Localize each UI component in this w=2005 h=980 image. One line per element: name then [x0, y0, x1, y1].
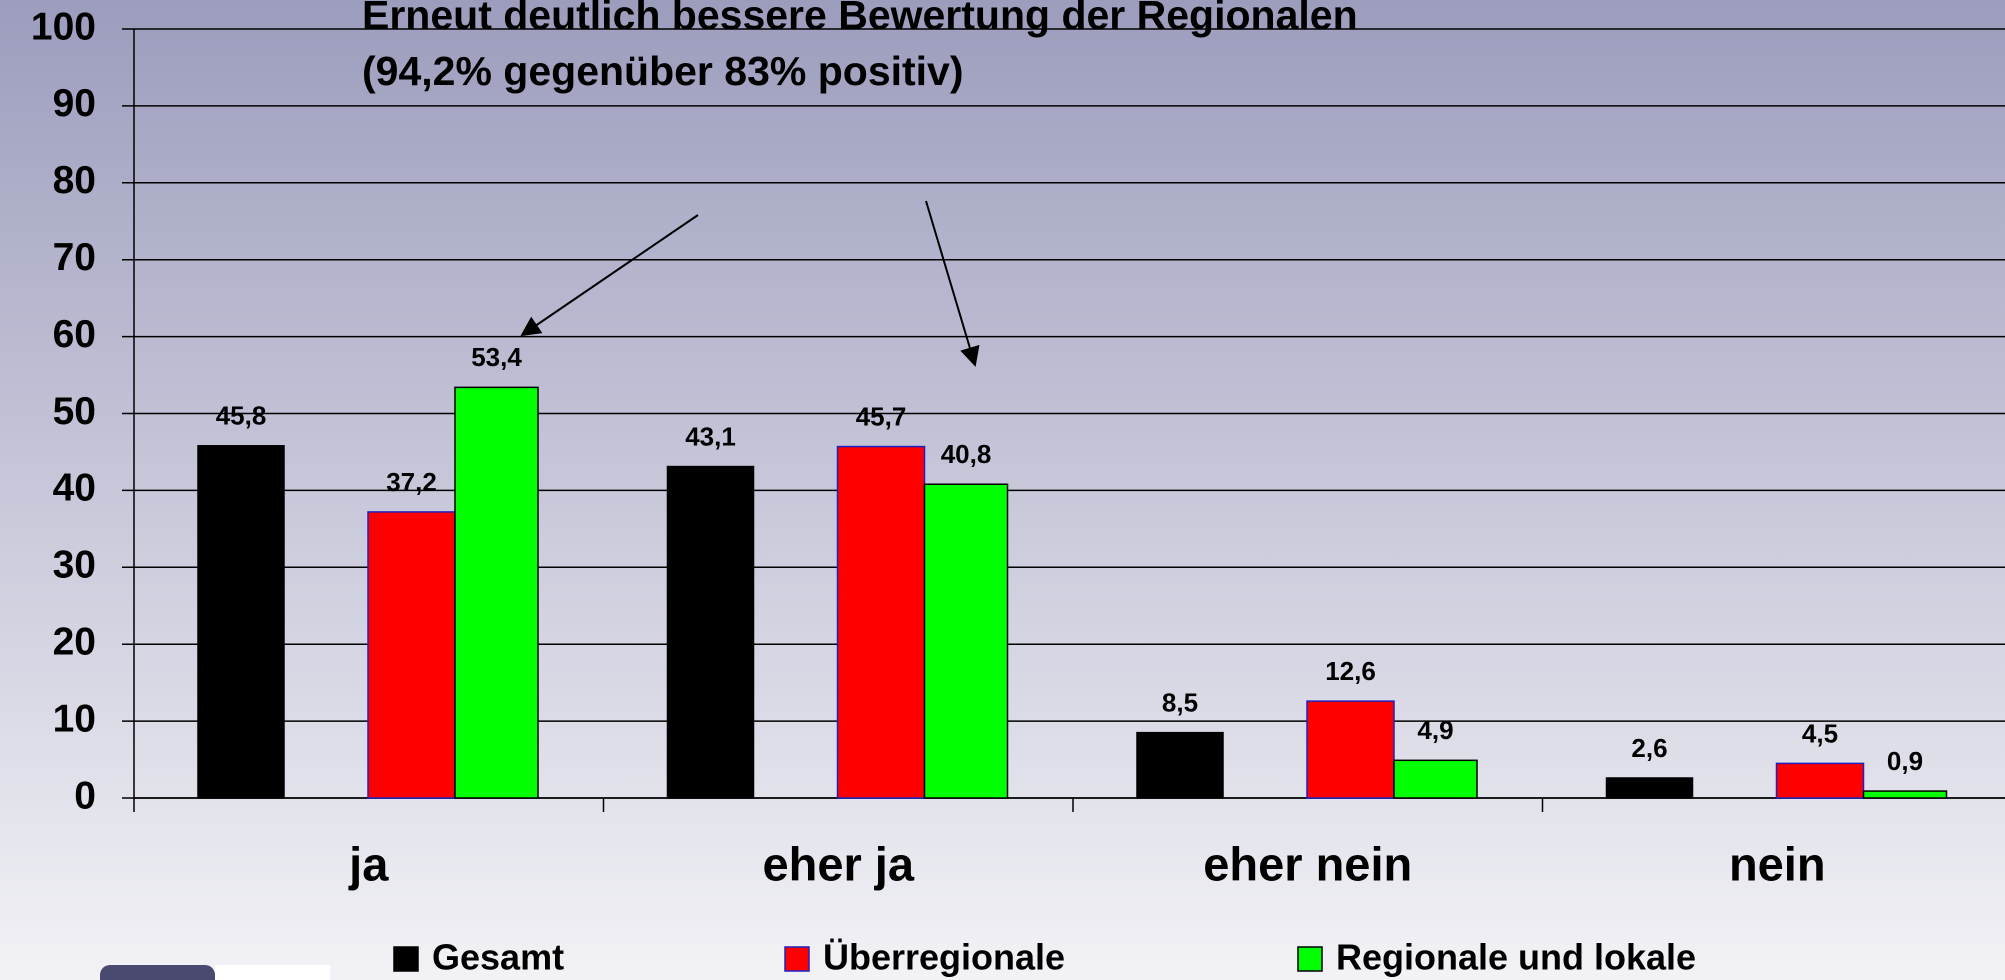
- bar: [1306, 700, 1395, 799]
- bar: [197, 445, 285, 799]
- y-tick-label: 70: [53, 236, 96, 279]
- value-label: 43,1: [685, 421, 736, 451]
- value-label: 45,7: [856, 401, 907, 431]
- y-tick-label: 0: [74, 774, 96, 817]
- y-tick-label: 50: [53, 390, 96, 433]
- y-tick-label: 90: [53, 82, 96, 125]
- bar: [1862, 790, 1948, 799]
- y-tick-label: 20: [53, 620, 96, 663]
- y-tick-label: 30: [53, 544, 96, 587]
- value-label: 45,8: [216, 401, 267, 431]
- bar: [367, 511, 456, 799]
- bar: [836, 445, 926, 799]
- legend-swatch: [393, 946, 419, 972]
- legend-label: Überregionale: [823, 937, 1065, 978]
- annotation: Erneut deutlich bessere Bewertung der Re…: [362, 0, 1358, 38]
- legend-swatch: [784, 946, 810, 972]
- bar: [666, 465, 755, 799]
- y-tick-label: 80: [53, 159, 96, 202]
- legend-label: Regionale und lokale: [1336, 937, 1696, 978]
- bar: [1775, 762, 1865, 799]
- value-label: 37,2: [386, 467, 437, 497]
- y-tick-label: 10: [53, 697, 96, 740]
- value-label: 40,8: [941, 439, 992, 469]
- arrow: [520, 214, 699, 337]
- y-tick-label: 40: [53, 467, 96, 510]
- bar: [923, 483, 1009, 799]
- value-label: 8,5: [1162, 688, 1198, 718]
- value-label: 4,9: [1417, 715, 1453, 745]
- legend-swatch: [1297, 946, 1323, 972]
- bar: [1136, 731, 1224, 799]
- y-tick-label: 60: [53, 313, 96, 356]
- value-label: 53,4: [471, 342, 522, 372]
- value-label: 4,5: [1802, 718, 1838, 748]
- value-label: 12,6: [1325, 656, 1376, 686]
- value-label: 2,6: [1631, 733, 1667, 763]
- bar: [1605, 777, 1694, 799]
- x-tick-label: ja: [348, 837, 389, 890]
- bar: [1393, 759, 1478, 799]
- bar: [454, 386, 539, 799]
- logo: [215, 965, 330, 980]
- x-tick-label: nein: [1729, 837, 1826, 890]
- annotation: (94,2% gegenüber 83% positiv): [362, 48, 964, 94]
- value-label: 0,9: [1887, 746, 1923, 776]
- logo: [100, 965, 215, 980]
- arrow: [925, 200, 980, 367]
- x-tick-label: eher nein: [1203, 837, 1412, 890]
- y-tick-label: 100: [31, 5, 96, 48]
- x-tick-label: eher ja: [762, 837, 914, 890]
- legend-label: Gesamt: [432, 937, 564, 978]
